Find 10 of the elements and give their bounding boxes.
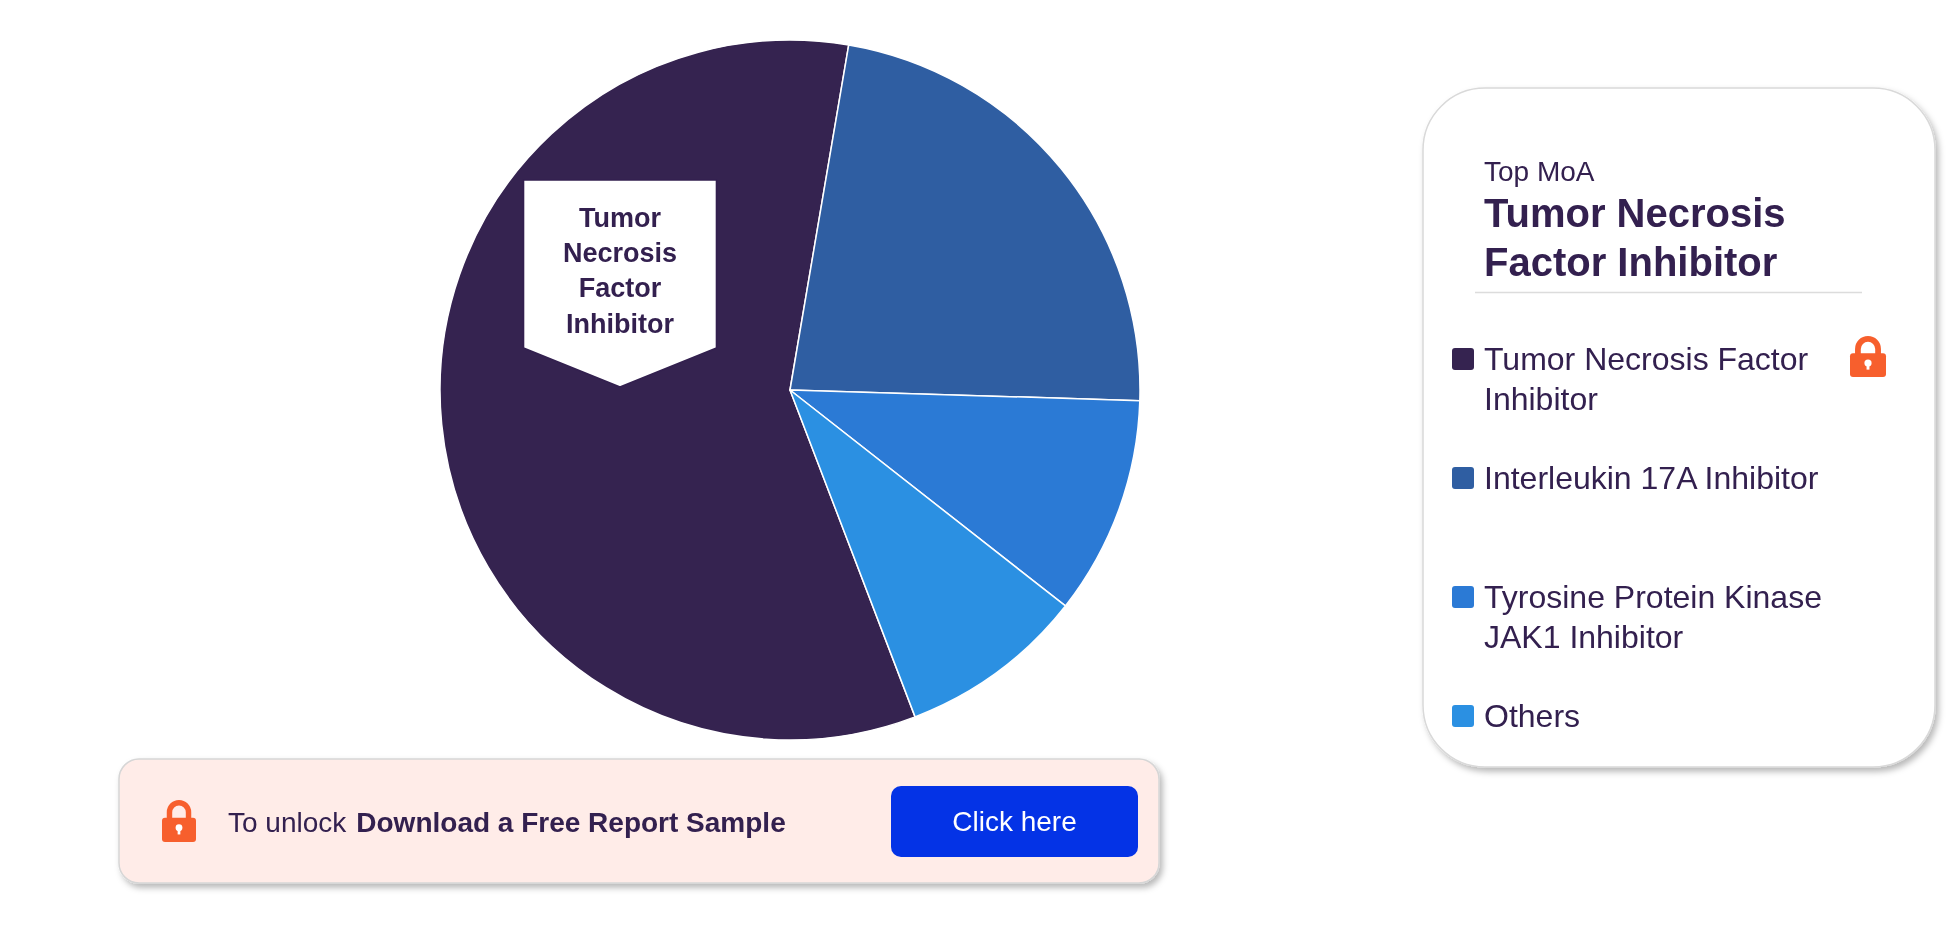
click-button[interactable]: Click here — [891, 786, 1138, 857]
legend-label: Tyrosine Protein Kinase JAK1 Inhibitor — [1484, 579, 1822, 655]
legend-title: Top MoA — [1484, 156, 1595, 187]
text: Download a Free Report Sample — [356, 807, 786, 838]
text: To unlock — [228, 807, 348, 838]
legend-label: Others — [1484, 698, 1581, 734]
text: Tumor Necrosis Factor Inhibitor — [1484, 191, 1786, 284]
legend-label: Interleukin 17A Inhibitor — [1484, 460, 1819, 496]
text: Tumor Necrosis Factor Inhibitor — [562, 202, 678, 339]
legend-label: Tumor Necrosis Factor Inhibitor — [1484, 341, 1809, 417]
